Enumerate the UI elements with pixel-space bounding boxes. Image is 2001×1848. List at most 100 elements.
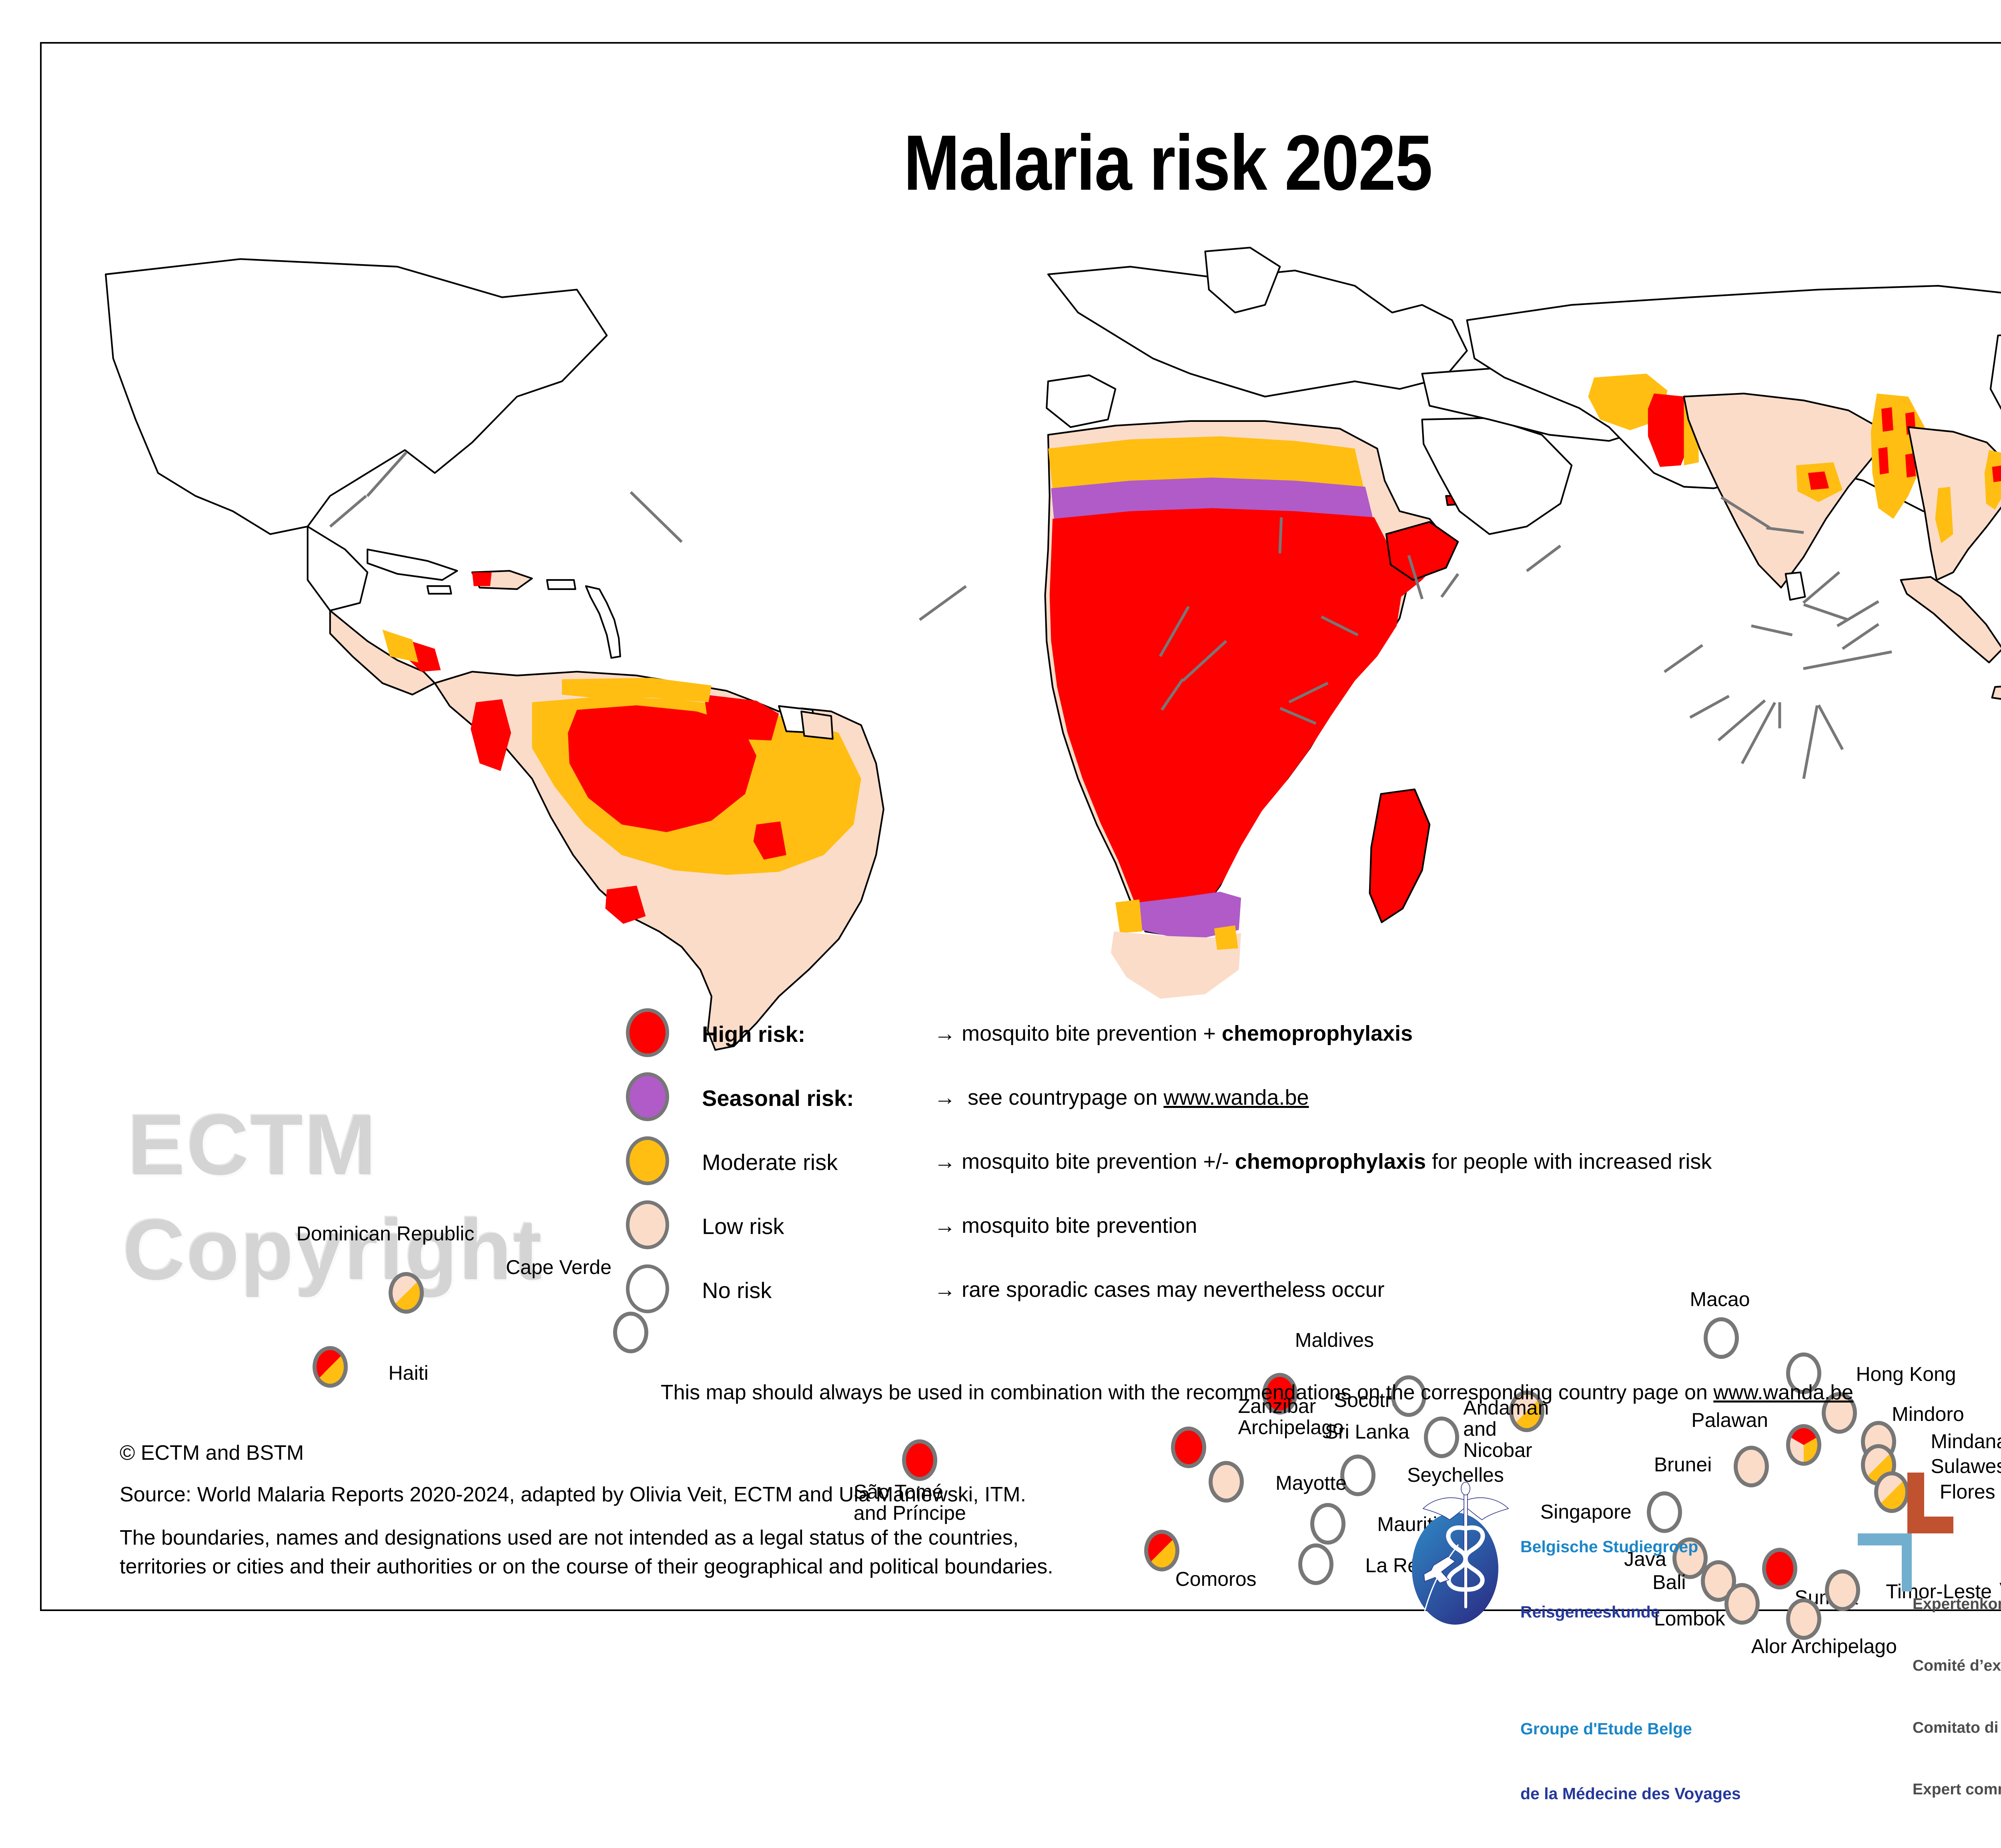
legend-swatch-seasonal <box>626 1072 669 1121</box>
callout-label: Maldives <box>1295 1328 1374 1351</box>
landmass-central-america <box>329 610 436 696</box>
callout-bubble[interactable] <box>1171 1426 1207 1468</box>
callout-label: Andaman and Nicobar <box>1463 1396 1549 1461</box>
callout-bubble[interactable] <box>1724 1583 1760 1625</box>
world-malaria-risk-map: Dominican Republic Haiti Cape Verde São Tom… <box>83 244 2001 1657</box>
callout-label: Vanuatu <box>1999 1579 2001 1601</box>
callout-label: Lombok <box>1654 1607 1725 1630</box>
map-page-frame: Malaria risk 2025 ECTM Copyright <box>40 42 2001 1803</box>
risk-moderate-thai-border <box>1935 487 1953 544</box>
legend-link[interactable]: www.wanda.be <box>1163 1086 1309 1110</box>
callout-label: Palawan <box>1691 1409 1768 1431</box>
callout-label: Sulawesi <box>1931 1455 2001 1477</box>
landmass-madagascar <box>1369 788 1431 923</box>
footer-disclaimer-line-1: The boundaries, names and designations u… <box>120 1526 1019 1549</box>
callout-label: Comoros <box>1175 1568 1257 1591</box>
callout-bubble[interactable] <box>1704 1317 1739 1359</box>
callout-label: Cape Verde <box>505 1256 612 1279</box>
landmass-somalia-horn <box>1385 521 1459 581</box>
callout-bubble[interactable] <box>613 1312 649 1354</box>
callout-bubble[interactable] <box>1262 1373 1298 1415</box>
callout-label: Mindanao <box>1931 1430 2001 1453</box>
callout-label: Sri Lanka <box>1325 1420 1410 1443</box>
bstm-line-4: de la Médecine des Voyages <box>1520 1784 1741 1803</box>
footer-disclaimer: The boundaries, names and designations u… <box>120 1527 1053 1577</box>
map-svg <box>105 247 2001 1051</box>
risk-high-peru-patch <box>605 885 646 924</box>
callout-bubble[interactable] <box>1672 1537 1708 1579</box>
callout-bubble[interactable] <box>902 1439 937 1481</box>
callout-bubble[interactable] <box>1786 1598 1821 1640</box>
callout-bubble[interactable] <box>1825 1569 1860 1611</box>
legend-description: → mosquito bite prevention <box>934 1214 1197 1238</box>
legend-description: → see countrypage on www.wanda.be <box>934 1086 1309 1110</box>
landmass-puerto-rico <box>546 579 576 590</box>
legend-label: Seasonal risk: <box>702 1086 854 1111</box>
callout-bubble[interactable] <box>312 1346 348 1388</box>
landmass-sri-lanka <box>1784 571 1806 601</box>
legend-row: High risk: → mosquito bite prevention + c… <box>614 1004 1975 1068</box>
legend-row: Moderate risk → mosquito bite prevention … <box>614 1132 1975 1196</box>
risk-high-bolivia-patch <box>753 821 786 860</box>
callout-bubble[interactable] <box>1424 1417 1460 1458</box>
risk-high-guyanas <box>704 694 779 740</box>
risk-moderate-sahara-band <box>1048 436 1364 490</box>
risk-low-south-africa <box>1111 931 1241 999</box>
legend-swatch-high <box>626 1008 669 1057</box>
risk-moderate-sa-patch <box>1214 925 1238 950</box>
risk-moderate-afghanistan <box>1588 373 1668 430</box>
callout-bubble[interactable] <box>1786 1424 1821 1466</box>
callout-bubble[interactable] <box>1733 1445 1769 1487</box>
landmass-java <box>1991 686 2001 700</box>
bstm-line-2: Reisgeneeskunde <box>1520 1602 1660 1621</box>
risk-seasonal-sahel <box>1051 478 1373 521</box>
risk-high-pakistan <box>1648 393 1693 467</box>
callout-bubble[interactable] <box>1509 1391 1545 1433</box>
callout-bubble[interactable] <box>1298 1543 1334 1585</box>
bstm-logo: Belgische Studiegroep Reisgeneeskunde Gr… <box>1398 1477 1819 1803</box>
risk-moderate-nicaragua <box>382 630 419 663</box>
legend-usage-note: This map should always be used in combin… <box>638 1356 1853 1429</box>
legend-description: → mosquito bite prevention +/- chemoprop… <box>934 1150 1712 1174</box>
landmass-jamaica <box>426 585 452 595</box>
legend-row: Seasonal risk: → see countrypage on www.w… <box>614 1068 1975 1132</box>
callout-bubble[interactable] <box>1310 1503 1345 1545</box>
callout-label: Haiti <box>388 1361 429 1384</box>
legend-swatch-none <box>626 1264 669 1313</box>
landmass-sumatra <box>1900 576 2001 664</box>
callout-bubble[interactable] <box>1762 1548 1797 1590</box>
ectm-mark-icon <box>1858 1473 1953 1591</box>
callout-bubble[interactable] <box>1340 1455 1375 1497</box>
risk-high-vietnam-patch <box>1992 466 2001 482</box>
risk-legend: High risk: → mosquito bite prevention + c… <box>614 1004 1975 1324</box>
risk-moderate-vietnam <box>1984 450 2001 510</box>
risk-seasonal-southern-africa <box>1138 891 1241 938</box>
landmass-india <box>1683 393 1879 589</box>
landmass-china-east <box>1989 334 2001 410</box>
footer-copyright: © ECTM and BSTM <box>120 1441 304 1465</box>
risk-moderate-namibia <box>1115 899 1143 933</box>
callout-bubble[interactable] <box>1144 1529 1180 1571</box>
footer-source: Source: World Malaria Reports 2020-2024,… <box>120 1483 1026 1506</box>
callout-bubble[interactable] <box>1646 1491 1682 1533</box>
legend-row: No risk → rare sporadic cases may neverth… <box>614 1260 1975 1324</box>
lesser-antilles <box>585 585 621 659</box>
landmass-europe <box>1047 266 1468 397</box>
callout-bubble[interactable] <box>1391 1375 1426 1417</box>
legend-note-text: This map should always be used in combin… <box>660 1381 1714 1404</box>
legend-label: Moderate risk <box>702 1150 838 1175</box>
bstm-line-3: Groupe d'Etude Belge <box>1520 1720 1692 1738</box>
callout-bubble[interactable] <box>389 1272 424 1314</box>
callout-label: Brunei <box>1654 1453 1712 1476</box>
legend-note-link[interactable]: www.wanda.be <box>1713 1381 1854 1404</box>
callout-bubble[interactable] <box>1208 1461 1244 1503</box>
callout-bubble[interactable] <box>1822 1392 1857 1434</box>
callout-label: Java <box>1624 1548 1666 1571</box>
risk-high-india-patch <box>1808 471 1829 490</box>
callout-label: Flores <box>1939 1481 1995 1503</box>
callout-label: Singapore <box>1540 1501 1632 1523</box>
ectm-line-3: Comitato di esperti per la medicina dei … <box>1913 1719 1999 1736</box>
ectm-line-1: Expertenkomitee für Reisemedizin <box>1913 1595 2001 1613</box>
landmass-iberia-italy <box>1046 374 1117 428</box>
callout-bubble[interactable] <box>1786 1352 1821 1394</box>
